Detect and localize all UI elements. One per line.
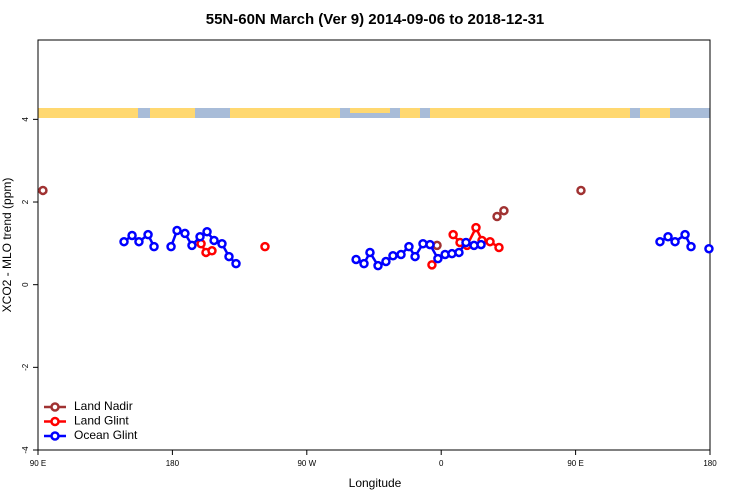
point	[476, 239, 486, 250]
point	[388, 250, 398, 261]
point	[471, 222, 481, 233]
point	[260, 241, 270, 252]
map-strip	[38, 108, 710, 118]
point	[499, 205, 509, 216]
legend-marker	[50, 402, 60, 412]
legend-marker	[50, 416, 60, 427]
point	[404, 241, 414, 252]
point	[187, 240, 197, 251]
point	[433, 253, 443, 264]
x-axis-label: Longitude	[349, 476, 402, 490]
point	[359, 258, 369, 269]
point	[180, 228, 190, 239]
point	[217, 239, 227, 249]
x-tick-label: 90 E	[30, 459, 46, 468]
point	[663, 231, 673, 242]
point	[207, 246, 217, 256]
x-tick-label: 0	[439, 459, 444, 468]
point	[119, 236, 129, 247]
point	[149, 241, 159, 252]
y-tick-label: -4	[21, 446, 30, 454]
chart-title: 55N-60N March (Ver 9) 2014-09-06 to 2018…	[206, 11, 545, 28]
y-tick-label: -2	[21, 363, 30, 371]
x-tick-label: 180	[703, 459, 717, 468]
point	[38, 185, 48, 196]
point	[680, 229, 690, 240]
point	[410, 251, 420, 262]
legend-label: Ocean Glint	[74, 428, 138, 442]
point	[134, 236, 144, 247]
x-tick-label: 180	[166, 459, 180, 468]
y-tick-label: 2	[21, 199, 30, 204]
point	[427, 260, 437, 270]
point	[576, 185, 586, 196]
point	[351, 254, 361, 265]
point	[494, 242, 504, 253]
point	[461, 237, 471, 248]
point	[655, 236, 665, 247]
point	[425, 239, 435, 250]
point	[704, 243, 714, 254]
point	[454, 247, 464, 258]
point	[231, 258, 241, 269]
point	[485, 236, 495, 247]
y-tick-label: 4	[21, 117, 30, 122]
point	[224, 251, 234, 262]
point	[448, 229, 458, 240]
y-tick-label: 0	[21, 282, 30, 287]
y-axis-label: XCO2 - MLO trend (ppm)	[0, 178, 14, 313]
point	[172, 225, 182, 236]
point	[209, 235, 219, 246]
point	[166, 241, 176, 252]
x-tick-label: 90 E	[567, 459, 583, 468]
x-tick-label: 90 W	[297, 459, 316, 468]
point	[381, 256, 391, 267]
legend-marker	[50, 431, 60, 441]
point	[492, 211, 502, 222]
point	[202, 227, 212, 237]
point	[686, 241, 696, 252]
point	[396, 249, 406, 260]
point	[365, 247, 375, 258]
point	[143, 229, 153, 240]
point	[127, 230, 137, 241]
point	[670, 236, 680, 247]
legend-label: Land Glint	[74, 414, 129, 428]
legend-label: Land Nadir	[74, 399, 133, 413]
point	[195, 231, 205, 242]
point	[373, 260, 383, 271]
